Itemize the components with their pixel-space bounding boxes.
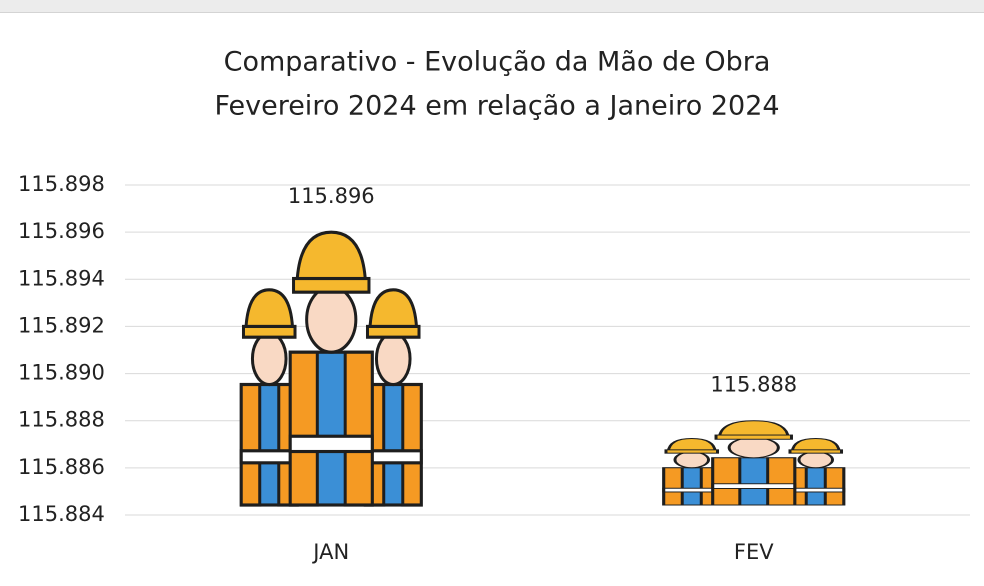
top-border: [0, 0, 984, 12]
vest-right: [768, 458, 795, 505]
y-tick-label: 115.890: [18, 361, 105, 385]
face: [729, 438, 778, 458]
data-label: 115.896: [288, 184, 375, 208]
helmet-brim: [666, 450, 718, 453]
data-label: 115.888: [710, 373, 797, 397]
y-tick-label: 115.888: [18, 408, 105, 432]
vest-right: [345, 352, 372, 505]
stripe: [713, 484, 795, 489]
vest-left: [290, 352, 317, 505]
vest-right: [403, 385, 421, 505]
y-tick-label: 115.884: [18, 502, 105, 526]
y-tick-label: 115.886: [18, 455, 105, 479]
y-tick-label: 115.894: [18, 266, 105, 290]
stripe: [290, 436, 372, 451]
helmet-brim: [790, 450, 842, 453]
vest-left: [241, 385, 259, 505]
y-tick-label: 115.898: [18, 172, 105, 196]
top-border-line: [0, 12, 984, 13]
x-tick-label: FEV: [734, 540, 774, 564]
vest-left: [664, 468, 682, 505]
page: Comparativo - Evolução da Mão de Obra Fe…: [0, 0, 984, 586]
face: [252, 333, 286, 385]
y-tick-label: 115.892: [18, 313, 105, 337]
helmet-brim: [243, 326, 295, 337]
face: [376, 333, 410, 385]
helmet-brim: [294, 279, 369, 293]
helmet-brim: [716, 435, 791, 439]
face: [307, 287, 356, 352]
vest-left: [713, 458, 740, 505]
face: [675, 452, 709, 468]
chart: Comparativo - Evolução da Mão de Obra Fe…: [0, 0, 984, 586]
helmet-brim: [367, 326, 419, 337]
x-tick-label: JAN: [311, 540, 349, 564]
face: [799, 452, 833, 468]
chart-subtitle: Fevereiro 2024 em relação a Janeiro 2024: [214, 91, 779, 122]
y-tick-label: 115.896: [18, 219, 105, 243]
chart-title: Comparativo - Evolução da Mão de Obra: [224, 47, 771, 78]
vest-right: [825, 468, 843, 505]
